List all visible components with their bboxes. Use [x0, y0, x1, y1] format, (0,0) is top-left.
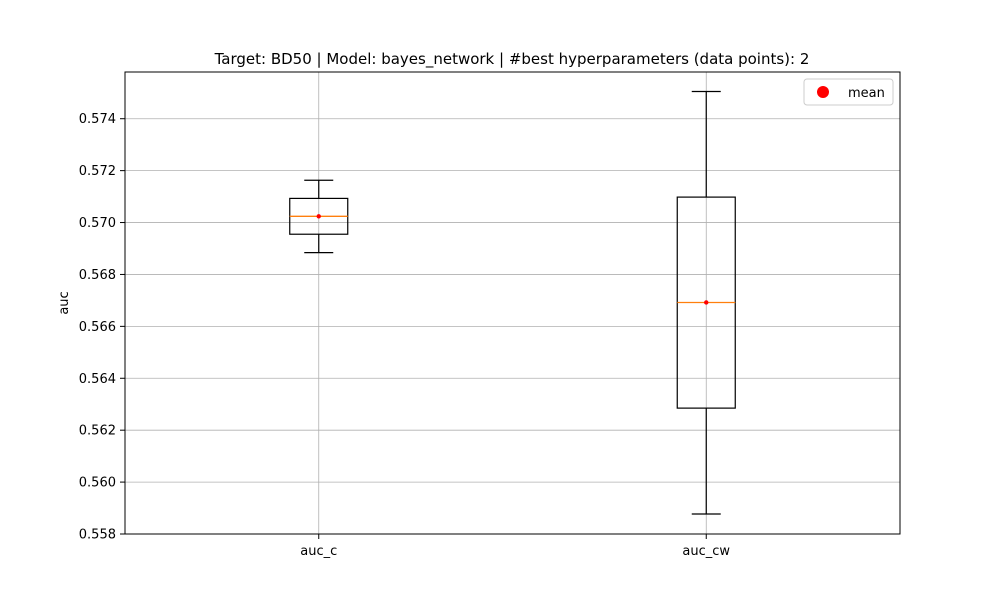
box-layer [289, 90, 736, 515]
y-axis-label: auc [57, 291, 72, 314]
y-tick-label: 0.558 [79, 528, 116, 543]
mean-marker [704, 300, 709, 305]
x-tick-label: auc_cw [682, 544, 730, 559]
y-tick-label: 0.574 [79, 112, 116, 127]
chart-title: Target: BD50 | Model: bayes_network | #b… [214, 50, 810, 69]
y-tick-label: 0.560 [79, 476, 116, 491]
legend-mean-marker [817, 86, 829, 98]
y-tick-label: 0.566 [79, 320, 116, 335]
tick-layer: 0.558 0.560 0.562 0.564 0.566 0.568 0.570 0.572… [79, 112, 731, 559]
y-tick-label: 0.570 [79, 216, 116, 231]
grid-layer [125, 72, 900, 535]
mean-marker [316, 214, 321, 219]
y-tick-label: 0.572 [79, 164, 116, 179]
legend-mean-label: mean [848, 86, 885, 101]
y-tick-label: 0.564 [79, 372, 116, 387]
legend-frame [803, 78, 894, 106]
y-tick-label: 0.562 [79, 424, 116, 439]
x-tick-label: auc_c [300, 544, 337, 559]
legend: mean [803, 78, 894, 106]
plot-frame [124, 71, 901, 535]
y-tick-label: 0.568 [79, 268, 116, 283]
